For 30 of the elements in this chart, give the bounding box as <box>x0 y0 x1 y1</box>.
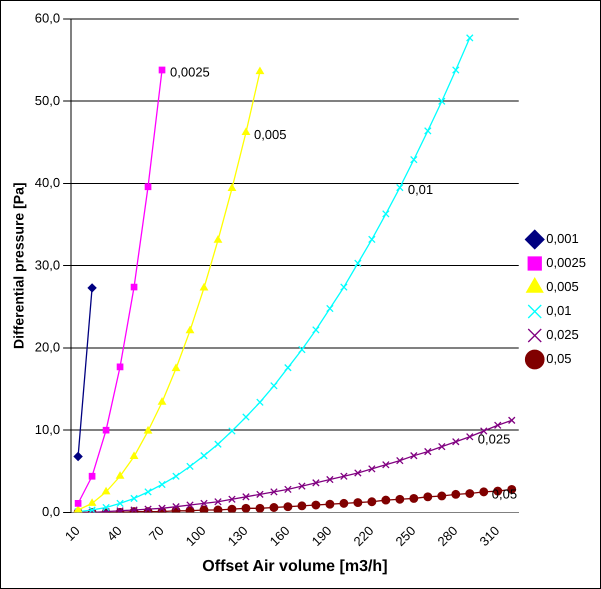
x-tick-label: 40 <box>104 522 125 544</box>
x-tick-label: 250 <box>392 522 418 549</box>
legend-label: 0,001 <box>546 231 579 246</box>
x-axis-title: Offset Air volume [m3/h] <box>202 558 388 575</box>
x-tick-label: 280 <box>434 522 460 549</box>
annotation: 0,005 <box>254 127 287 142</box>
x-tick-label: 310 <box>476 522 502 549</box>
y-tick-label: 50,0 <box>34 92 60 108</box>
legend-label: 0,01 <box>546 303 572 318</box>
legend-label: 0,0025 <box>546 255 586 270</box>
annotation: 0,0025 <box>170 64 210 80</box>
x-tick-label: 100 <box>182 522 209 549</box>
y-tick-label: 30,0 <box>34 257 60 272</box>
x-tick-label: 160 <box>266 522 293 549</box>
x-tick-label: 130 <box>224 522 251 549</box>
y-tick-label: 0,0 <box>42 504 60 520</box>
legend-label: 0,025 <box>546 327 579 342</box>
legend-label: 0,05 <box>546 351 572 366</box>
y-axis-title: Differential pressure [Pa] <box>10 182 26 349</box>
x-tick-label: 10 <box>62 522 83 544</box>
x-tick-label: 70 <box>146 522 167 544</box>
y-tick-label: 20,0 <box>34 340 60 355</box>
y-tick-label: 10,0 <box>34 422 60 437</box>
legend-label: 0,005 <box>546 279 579 294</box>
x-tick-label: 220 <box>350 522 377 549</box>
y-tick-label: 60,0 <box>34 10 60 26</box>
x-tick-label: 190 <box>308 522 335 549</box>
annotation: 0,025 <box>478 431 510 446</box>
y-tick-label: 40,0 <box>34 175 60 190</box>
annotation: 0,01 <box>408 182 434 198</box>
